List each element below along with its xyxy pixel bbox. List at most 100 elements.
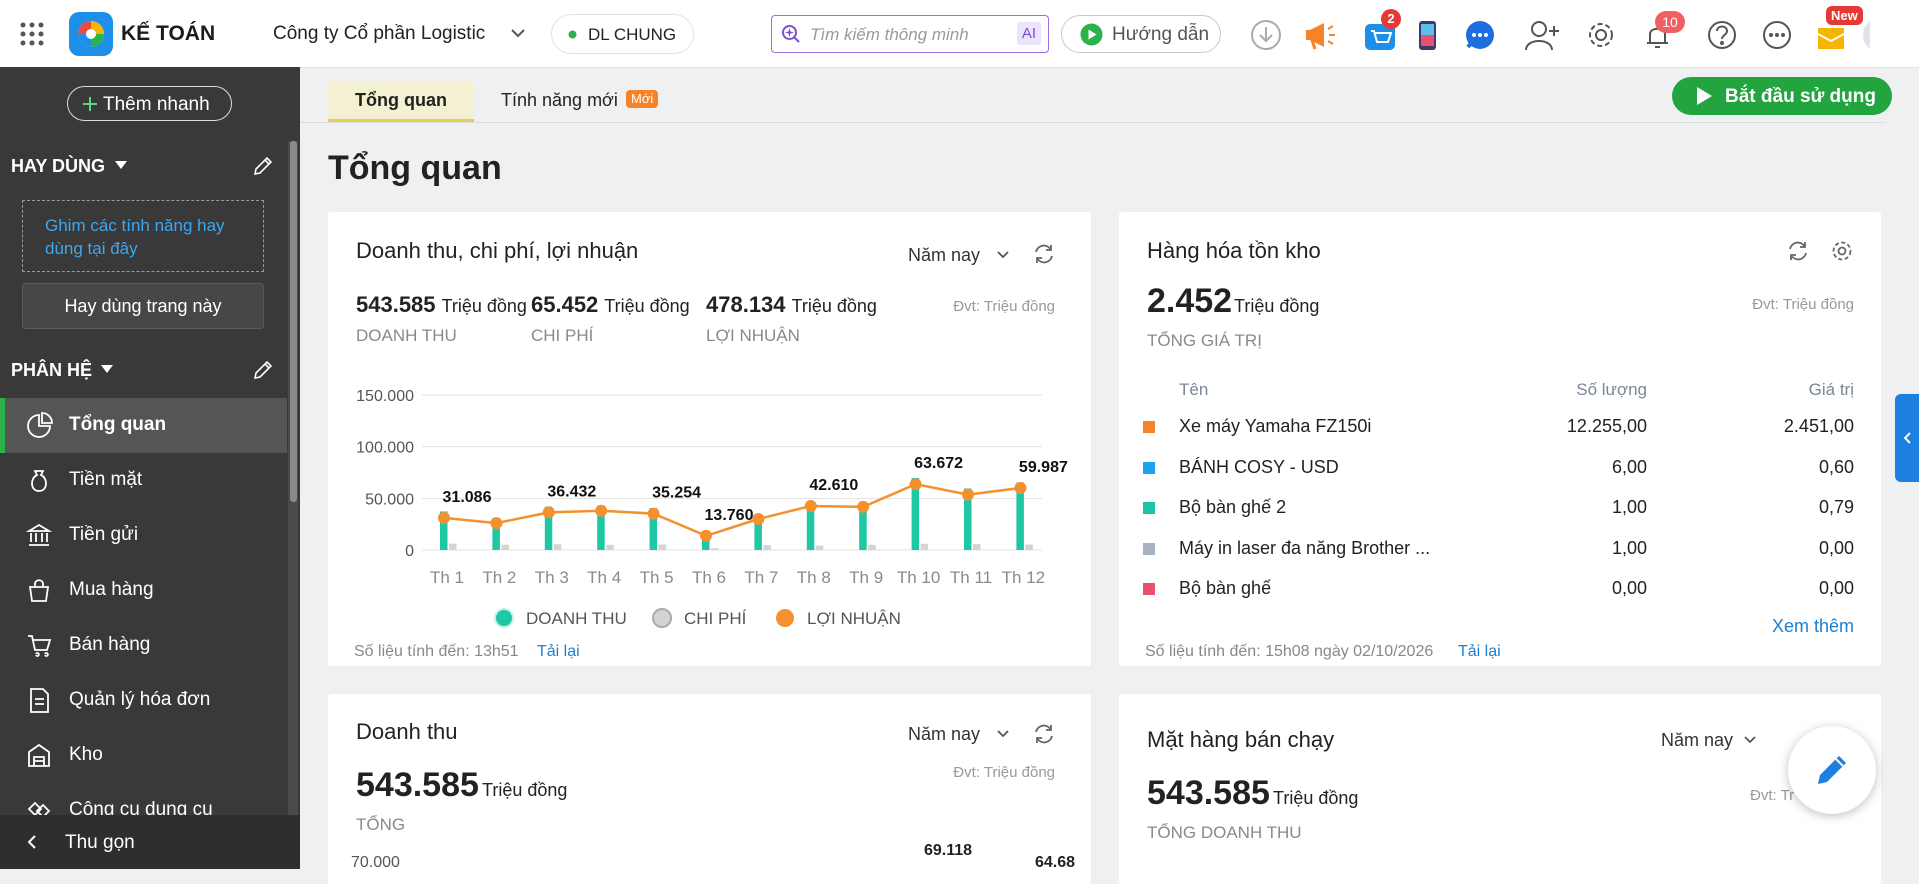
row-quantity: 6,00: [1611, 456, 1647, 477]
favorite-this-page[interactable]: Hay dùng trang này: [22, 283, 264, 329]
settings-icon[interactable]: [1830, 239, 1854, 263]
menu-item[interactable]: Bán hàng: [0, 618, 287, 673]
total-label: TỔNG DOANH THU: [1147, 823, 1302, 842]
collapse-bar[interactable]: Thu gọn: [0, 815, 300, 869]
chevron[interactable]: [1743, 735, 1757, 745]
point: [438, 511, 450, 524]
unit-label: Đvt: Triệu đồng: [1752, 296, 1854, 313]
bar: [658, 544, 667, 550]
bar: [754, 514, 762, 550]
more-icon[interactable]: [1763, 21, 1791, 49]
branch-name: DL CHUNG: [588, 25, 677, 44]
scrollbar-thumb[interactable]: [290, 141, 297, 502]
refresh-icon[interactable]: [1032, 722, 1056, 746]
avatar[interactable]: [1863, 18, 1870, 52]
y-tick-label: 150.000: [356, 388, 414, 405]
point: [542, 506, 555, 519]
bar: [449, 543, 457, 550]
announce-icon[interactable]: [1306, 23, 1335, 50]
bar: [1016, 482, 1024, 550]
edit-icon[interactable]: [252, 359, 274, 381]
guide-button[interactable]: Hướng dẫn: [1061, 15, 1221, 53]
period-select[interactable]: Năm nay: [1661, 730, 1734, 750]
row-name: Máy in laser đa năng Brother ...: [1179, 537, 1431, 558]
phone-icon[interactable]: [1419, 21, 1436, 50]
more-link[interactable]: Xem thêm: [1771, 616, 1854, 636]
reload-link[interactable]: Tải lại: [537, 643, 580, 660]
total-label: TỔNG GIÁ TRỊ: [1147, 331, 1262, 350]
x-tick-label: Th 3: [535, 568, 569, 587]
metric: 543.585 Triệu đồng: [356, 292, 527, 318]
floating-edit-button[interactable]: [1788, 726, 1876, 814]
row-value: 0,00: [1818, 578, 1854, 598]
gift-icon[interactable]: [1817, 28, 1845, 49]
chat-icon[interactable]: [1466, 21, 1494, 49]
x-tick-label: Th 7: [744, 568, 778, 587]
menu-icon: [27, 412, 53, 438]
cart-badge: 2: [1381, 9, 1401, 29]
menu-item[interactable]: Kho: [0, 728, 287, 783]
inventory-card: Hàng hóa tồn kho 2.452 Triệu đồng TỔNG G…: [1119, 212, 1881, 666]
settings-icon[interactable]: [1589, 23, 1613, 47]
menu-item[interactable]: Mua hàng: [0, 563, 287, 618]
menu-item[interactable]: Tiền mặt: [0, 453, 287, 508]
bar: [553, 544, 562, 550]
legend-swatch: [652, 608, 672, 628]
chevron[interactable]: [510, 28, 526, 40]
data-label: 63.672: [914, 455, 963, 472]
tab-active[interactable]: Tổng quan: [328, 81, 474, 122]
edit-icon[interactable]: [252, 155, 274, 177]
sidebar: Thêm nhanh HAY DÙNG Ghim các tính năng h…: [0, 67, 300, 869]
x-tick-label: Th 1: [430, 568, 464, 587]
start-button[interactable]: Bắt đầu sử dụng: [1672, 77, 1892, 115]
apps-icon[interactable]: [20, 22, 44, 46]
refresh-icon[interactable]: [1786, 239, 1810, 263]
logo[interactable]: [69, 12, 113, 56]
x-tick-label: Th 8: [797, 568, 831, 587]
modules-title: PHÂN HỆ: [11, 360, 93, 380]
chevron[interactable]: [996, 250, 1010, 260]
menu-label: Công cụ dụng cụ: [69, 799, 213, 818]
dropdown[interactable]: [100, 364, 114, 374]
menu-label: Tổng quan: [69, 414, 167, 435]
side-panel-toggle[interactable]: [1895, 394, 1919, 482]
refresh-icon[interactable]: [1032, 242, 1056, 266]
branch-pill[interactable]: DL CHUNG: [551, 14, 694, 54]
download-icon[interactable]: [1251, 20, 1281, 50]
quick-add-button[interactable]: Thêm nhanh: [67, 86, 232, 121]
y-tick-label: 70.000: [351, 854, 400, 871]
data-label: 35.254: [652, 485, 701, 502]
dropdown[interactable]: [114, 160, 128, 170]
data-label: 36.432: [547, 483, 596, 500]
menu-label: Tiền mặt: [69, 469, 143, 490]
page-title: Tổng quan: [328, 149, 502, 187]
cart-icon[interactable]: [1365, 24, 1395, 50]
total-value: 2.452: [1147, 282, 1233, 320]
company-name[interactable]: Công ty Cổ phần Logistic: [273, 23, 486, 44]
metric-label: LỢI NHUẬN: [706, 326, 800, 345]
chevron[interactable]: [996, 729, 1010, 739]
help-icon[interactable]: [1708, 21, 1736, 49]
add-user-icon[interactable]: [1525, 21, 1559, 51]
menu-item[interactable]: Tổng quan: [0, 398, 287, 453]
legend-swatch: [494, 608, 514, 628]
period-select[interactable]: Năm nay: [908, 724, 981, 744]
metric-unit: Triệu đồng: [604, 296, 690, 316]
bar: [606, 544, 614, 550]
metric-value: 478.134: [706, 292, 786, 317]
menu-item[interactable]: Quản lý hóa đơn: [0, 673, 287, 728]
column-header: Tên: [1179, 380, 1209, 399]
search-box[interactable]: Tìm kiếm thông minh AI: [771, 15, 1049, 53]
reload-link[interactable]: Tải lại: [1458, 643, 1501, 660]
tab[interactable]: Tính năng mới: [501, 90, 618, 110]
bar: [763, 545, 771, 550]
period-select[interactable]: Năm nay: [908, 245, 981, 265]
menu-item[interactable]: Công cụ dụng cụ: [0, 783, 287, 818]
guide-label: Hướng dẫn: [1112, 24, 1210, 45]
bar: [501, 544, 509, 550]
card-title: Hàng hóa tồn kho: [1147, 238, 1321, 263]
total-unit: Triệu đồng: [482, 780, 568, 800]
bar: [859, 501, 867, 550]
menu-item[interactable]: Tiền gửi: [0, 508, 287, 563]
point: [490, 517, 503, 530]
